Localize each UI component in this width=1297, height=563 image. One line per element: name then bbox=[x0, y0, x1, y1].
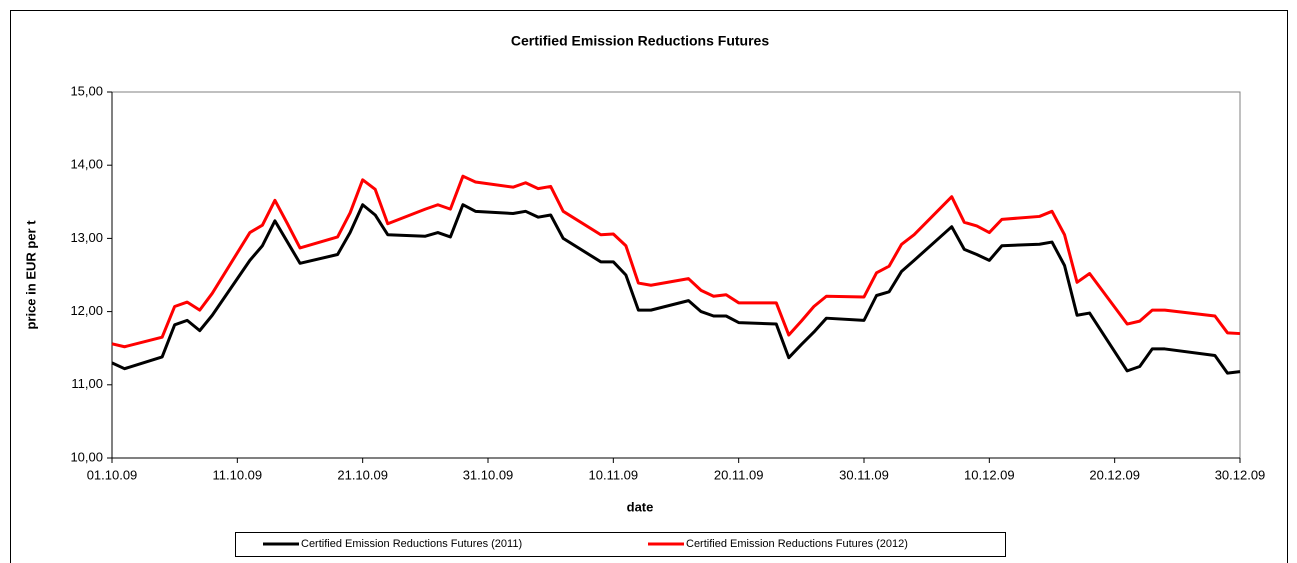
x-tick-label: 20.12.09 bbox=[1089, 467, 1140, 482]
data-line bbox=[111, 203, 1241, 375]
y-tick-label: 13,00 bbox=[70, 230, 103, 245]
x-tick-label: 20.11.09 bbox=[714, 467, 764, 482]
legend-label: Certified Emission Reductions Futures (2… bbox=[686, 538, 908, 550]
x-tick-label: 10.11.09 bbox=[589, 467, 639, 482]
data-line bbox=[111, 174, 1241, 349]
x-tick-label: 30.11.09 bbox=[839, 467, 889, 482]
legend-box bbox=[235, 532, 1006, 557]
y-tick-label: 12,00 bbox=[70, 303, 103, 318]
x-tick-label: 11.10.09 bbox=[213, 467, 263, 482]
chart-title: Certified Emission Reductions Futures bbox=[511, 33, 769, 49]
x-tick-label: 31.10.09 bbox=[463, 467, 514, 482]
x-tick-label: 01.10.09 bbox=[87, 467, 138, 482]
legend-label: Certified Emission Reductions Futures (2… bbox=[301, 538, 522, 550]
y-tick-label: 14,00 bbox=[70, 157, 103, 172]
x-tick-label: 10.12.09 bbox=[964, 467, 1015, 482]
y-tick-label: 11,00 bbox=[71, 376, 103, 391]
x-tick-label: 30.12.09 bbox=[1215, 467, 1266, 482]
x-tick-label: 21.10.09 bbox=[337, 467, 388, 482]
y-tick-label: 15,00 bbox=[70, 83, 103, 98]
x-axis-label: date bbox=[627, 499, 654, 514]
chart-frame bbox=[10, 10, 1288, 563]
y-axis-label: price in EUR per t bbox=[23, 220, 38, 330]
y-tick-label: 10,00 bbox=[70, 449, 103, 464]
